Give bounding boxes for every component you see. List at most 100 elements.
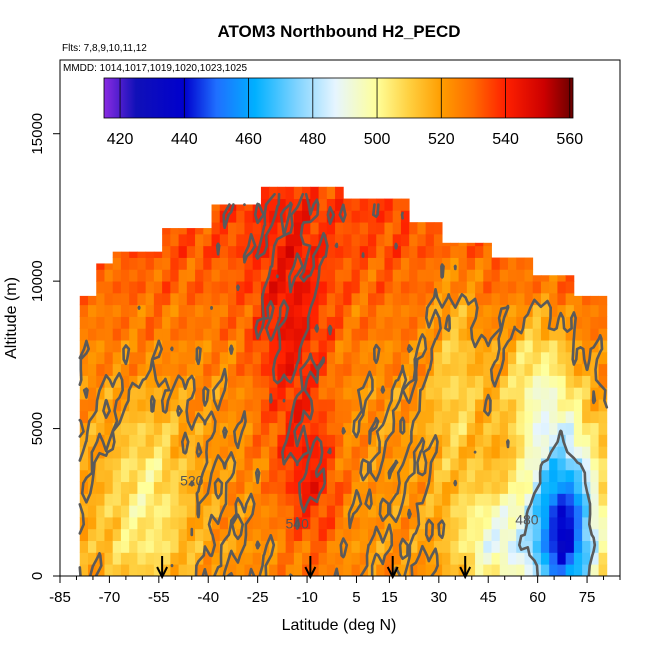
heatmap-cell: [244, 281, 254, 294]
heatmap-cell: [252, 422, 262, 435]
heatmap-cell: [170, 481, 179, 494]
heatmap-cell: [557, 316, 567, 329]
heatmap-cell: [351, 351, 361, 365]
heatmap-cell: [483, 446, 492, 459]
heatmap-cell: [532, 410, 542, 424]
heatmap-cell: [285, 186, 295, 199]
heatmap-cell: [433, 469, 443, 483]
heatmap-cell: [335, 363, 344, 376]
heatmap-cell: [532, 458, 542, 471]
heatmap-cell: [178, 316, 188, 329]
heatmap-cell: [598, 387, 608, 400]
heatmap-cell: [368, 245, 377, 258]
heatmap-cell: [293, 422, 303, 435]
heatmap-cell: [335, 469, 344, 483]
heatmap-cell: [153, 375, 163, 388]
heatmap-cell: [598, 552, 608, 565]
heatmap-cell: [483, 328, 492, 341]
heatmap-cell: [96, 434, 105, 447]
heatmap-cell: [285, 434, 295, 447]
heatmap-cell: [195, 281, 204, 294]
heatmap-cell: [153, 257, 163, 270]
heatmap-cell: [96, 458, 105, 471]
heatmap-cell: [433, 422, 443, 435]
colorbar-tick-label: 420: [107, 131, 134, 148]
heatmap-cell: [433, 269, 443, 282]
heatmap-cell: [269, 292, 278, 306]
heatmap-cell: [417, 375, 427, 388]
heatmap-cell: [244, 540, 254, 553]
heatmap-cell: [186, 517, 196, 530]
heatmap-cell: [573, 493, 583, 506]
heatmap-cell: [466, 469, 476, 483]
heatmap-cell: [516, 351, 525, 365]
heatmap-cell: [351, 269, 361, 282]
heatmap-cell: [236, 292, 245, 306]
heatmap-cell: [508, 528, 517, 542]
heatmap-cell: [516, 564, 525, 576]
heatmap-cell: [499, 422, 509, 435]
heatmap-cell: [244, 564, 254, 576]
heatmap-cell: [516, 469, 525, 483]
heatmap-cell: [417, 481, 427, 494]
heatmap-cell: [277, 399, 287, 412]
heatmap-cell: [582, 493, 591, 506]
heatmap-cell: [318, 269, 328, 282]
heatmap-cell: [384, 210, 394, 223]
heatmap-cell: [252, 410, 262, 424]
heatmap-cell: [384, 292, 394, 306]
heatmap-cell: [195, 257, 204, 270]
heatmap-cell: [293, 399, 303, 412]
y-tick-label: 0: [29, 572, 46, 580]
colorbar-tick-label: 520: [428, 131, 455, 148]
heatmap-cell: [120, 257, 130, 270]
heatmap-cell: [236, 481, 245, 494]
heatmap-cell: [359, 446, 369, 459]
heatmap-cell: [137, 304, 147, 317]
heatmap-cell: [384, 517, 394, 530]
heatmap-cell: [466, 410, 476, 424]
heatmap-cell: [491, 387, 501, 400]
heatmap-cell: [392, 351, 402, 365]
heatmap-cell: [318, 233, 328, 247]
heatmap-cell: [376, 564, 385, 576]
heatmap-cell: [120, 281, 130, 294]
heatmap-cell: [516, 363, 525, 376]
heatmap-cell: [549, 399, 558, 412]
heatmap-cell: [79, 434, 89, 447]
heatmap-cell: [326, 469, 336, 483]
heatmap-cell: [326, 517, 336, 530]
heatmap-cell: [450, 540, 459, 553]
heatmap-cell: [573, 422, 583, 435]
heatmap-cell: [219, 469, 229, 483]
heatmap-cell: [384, 363, 394, 376]
heatmap-cell: [211, 446, 221, 459]
heatmap-cell: [351, 222, 361, 235]
contour-520: [78, 263, 609, 576]
heatmap-cell: [582, 564, 591, 576]
heatmap-cell: [219, 304, 229, 317]
heatmap-cell: [285, 399, 295, 412]
heatmap-cell: [450, 493, 459, 506]
heatmap-cell: [244, 458, 254, 471]
heatmap-cell: [112, 552, 122, 565]
heatmap-cell: [384, 198, 394, 211]
heatmap-cell: [450, 481, 459, 494]
heatmap-cell: [244, 257, 254, 270]
heatmap-cell: [557, 328, 567, 341]
heatmap-cell: [368, 399, 377, 412]
heatmap-cell: [186, 564, 196, 576]
heatmap-cell: [153, 304, 163, 317]
heatmap-cell: [326, 375, 336, 388]
heatmap-cell: [475, 351, 484, 365]
heatmap-cell: [466, 434, 476, 447]
heatmap-cell: [442, 245, 451, 258]
colorbar-tick-label: 560: [556, 131, 583, 148]
heatmap-cell: [508, 304, 517, 317]
heatmap-cell: [129, 446, 138, 459]
heatmap-cell: [557, 351, 567, 365]
heatmap-cell: [153, 422, 163, 435]
heatmap-cell: [228, 481, 237, 494]
x-tick-label: -40: [197, 589, 219, 606]
heatmap-cell: [483, 399, 492, 412]
